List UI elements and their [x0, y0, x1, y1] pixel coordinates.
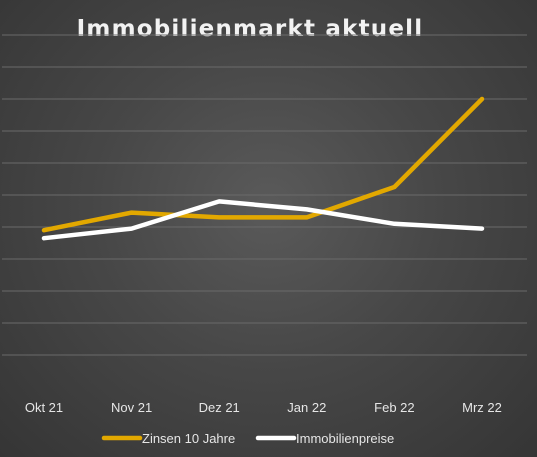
- x-tick-label: Jan 22: [287, 400, 326, 415]
- legend-label-0: Zinsen 10 Jahre: [142, 431, 235, 446]
- gridlines: [2, 34, 527, 356]
- x-tick-label: Mrz 22: [462, 400, 502, 415]
- chart-title: Immobilienmarkt aktuell: [76, 16, 424, 42]
- x-tick-label: Okt 21: [25, 400, 63, 415]
- x-axis-tick-labels: Okt 21 Nov 21 Dez 21 Jan 22 Feb 22 Mrz 22: [25, 400, 502, 415]
- legend-label-1: Immobilienpreise: [296, 431, 394, 446]
- series-line-0: [41, 96, 485, 233]
- series-line-1: [41, 199, 485, 241]
- x-tick-label: Nov 21: [111, 400, 152, 415]
- legend: Zinsen 10 Jahre Immobilienpreise: [101, 431, 394, 446]
- x-tick-label: Dez 21: [199, 400, 240, 415]
- x-tick-label: Feb 22: [374, 400, 414, 415]
- series-lines: [41, 96, 485, 241]
